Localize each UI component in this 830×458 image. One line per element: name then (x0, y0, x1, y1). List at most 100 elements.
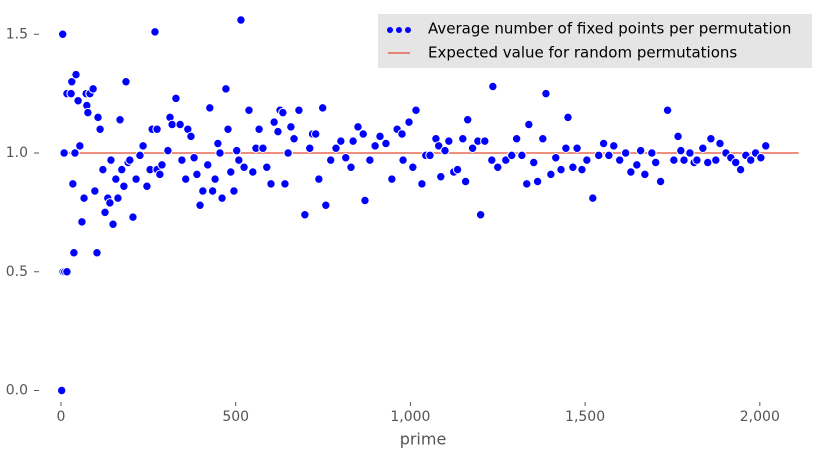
legend-box (378, 14, 812, 68)
data-point (100, 207, 110, 218)
data-point (346, 162, 356, 172)
data-point (408, 162, 418, 172)
data-point (236, 15, 246, 25)
data-point (248, 167, 258, 177)
data-point (213, 138, 223, 149)
data-point (58, 29, 68, 39)
data-point (69, 248, 79, 258)
data-point (294, 105, 304, 115)
data-point (650, 157, 661, 168)
data-point (626, 167, 636, 177)
legend: Average number of fixed points per permu… (378, 14, 812, 68)
data-point (186, 131, 196, 142)
legend-marker (396, 27, 402, 33)
data-point (59, 148, 69, 158)
data-point (353, 122, 363, 132)
data-point (317, 103, 328, 113)
data-point (609, 141, 619, 151)
legend-label: Expected value for random permutations (428, 44, 737, 62)
data-point (244, 105, 254, 115)
data-point (321, 200, 331, 210)
data-point (70, 148, 80, 158)
data-point (480, 136, 490, 146)
data-point (121, 77, 131, 87)
data-point (417, 179, 427, 189)
data-point (715, 138, 725, 149)
data-point (115, 115, 125, 125)
data-point (538, 134, 548, 144)
data-point (411, 105, 421, 115)
data-point (326, 155, 336, 165)
x-axis-label: prime (400, 430, 447, 449)
data-point (189, 153, 199, 163)
data-point (210, 174, 220, 184)
data-point (387, 174, 397, 184)
data-point (98, 164, 108, 175)
data-point (436, 172, 446, 182)
data-point (756, 153, 766, 163)
x-tick-label: 1,000 (390, 409, 430, 425)
y-tick-label: 0.5 (6, 264, 28, 280)
data-point (463, 115, 473, 125)
data-point (761, 141, 771, 151)
data-point (614, 155, 625, 165)
data-point (226, 167, 236, 177)
data-point (300, 210, 310, 220)
data-point (283, 148, 293, 158)
data-point (95, 124, 105, 134)
data-point (594, 150, 604, 161)
data-point (111, 174, 121, 184)
data-point (331, 143, 341, 153)
data-point (266, 179, 276, 189)
y-tick-label: 0.0 (6, 383, 28, 399)
data-point (551, 153, 561, 163)
data-point (561, 143, 571, 153)
data-point (93, 112, 103, 123)
data-point (524, 119, 534, 130)
data-point (254, 124, 264, 134)
data-point (398, 155, 408, 165)
data-point (75, 141, 85, 151)
data-point (493, 162, 503, 172)
data-point (234, 155, 244, 165)
data-point (440, 145, 450, 156)
data-point (175, 119, 185, 130)
data-point (703, 157, 713, 168)
data-point (142, 181, 152, 191)
data-point (119, 181, 129, 191)
data-point (105, 198, 115, 208)
data-point (177, 155, 187, 165)
data-point (62, 267, 72, 277)
data-point (167, 119, 177, 130)
data-point (572, 143, 582, 153)
data-point (348, 136, 358, 146)
data-point (365, 155, 375, 165)
data-point (113, 193, 123, 203)
data-point (706, 134, 716, 144)
data-point (488, 81, 498, 92)
data-point (598, 138, 609, 149)
data-point (475, 210, 486, 220)
data-point (152, 124, 162, 134)
data-point (640, 169, 650, 180)
y-tick-label: 1.0 (6, 145, 28, 161)
data-point (458, 134, 468, 144)
data-point (181, 174, 191, 184)
data-point (452, 164, 463, 175)
data-point (207, 186, 218, 196)
data-point (433, 141, 444, 151)
data-point (676, 145, 686, 156)
data-point (673, 131, 683, 142)
data-point (205, 103, 215, 113)
data-point (215, 148, 225, 158)
data-point (289, 134, 299, 144)
data-point (280, 179, 290, 189)
data-point (507, 150, 517, 161)
data-point (632, 160, 642, 170)
data-point (198, 186, 208, 196)
data-point (77, 217, 87, 227)
data-point (163, 145, 173, 156)
data-point (620, 148, 631, 158)
data-point (138, 141, 148, 151)
data-point (56, 385, 67, 396)
